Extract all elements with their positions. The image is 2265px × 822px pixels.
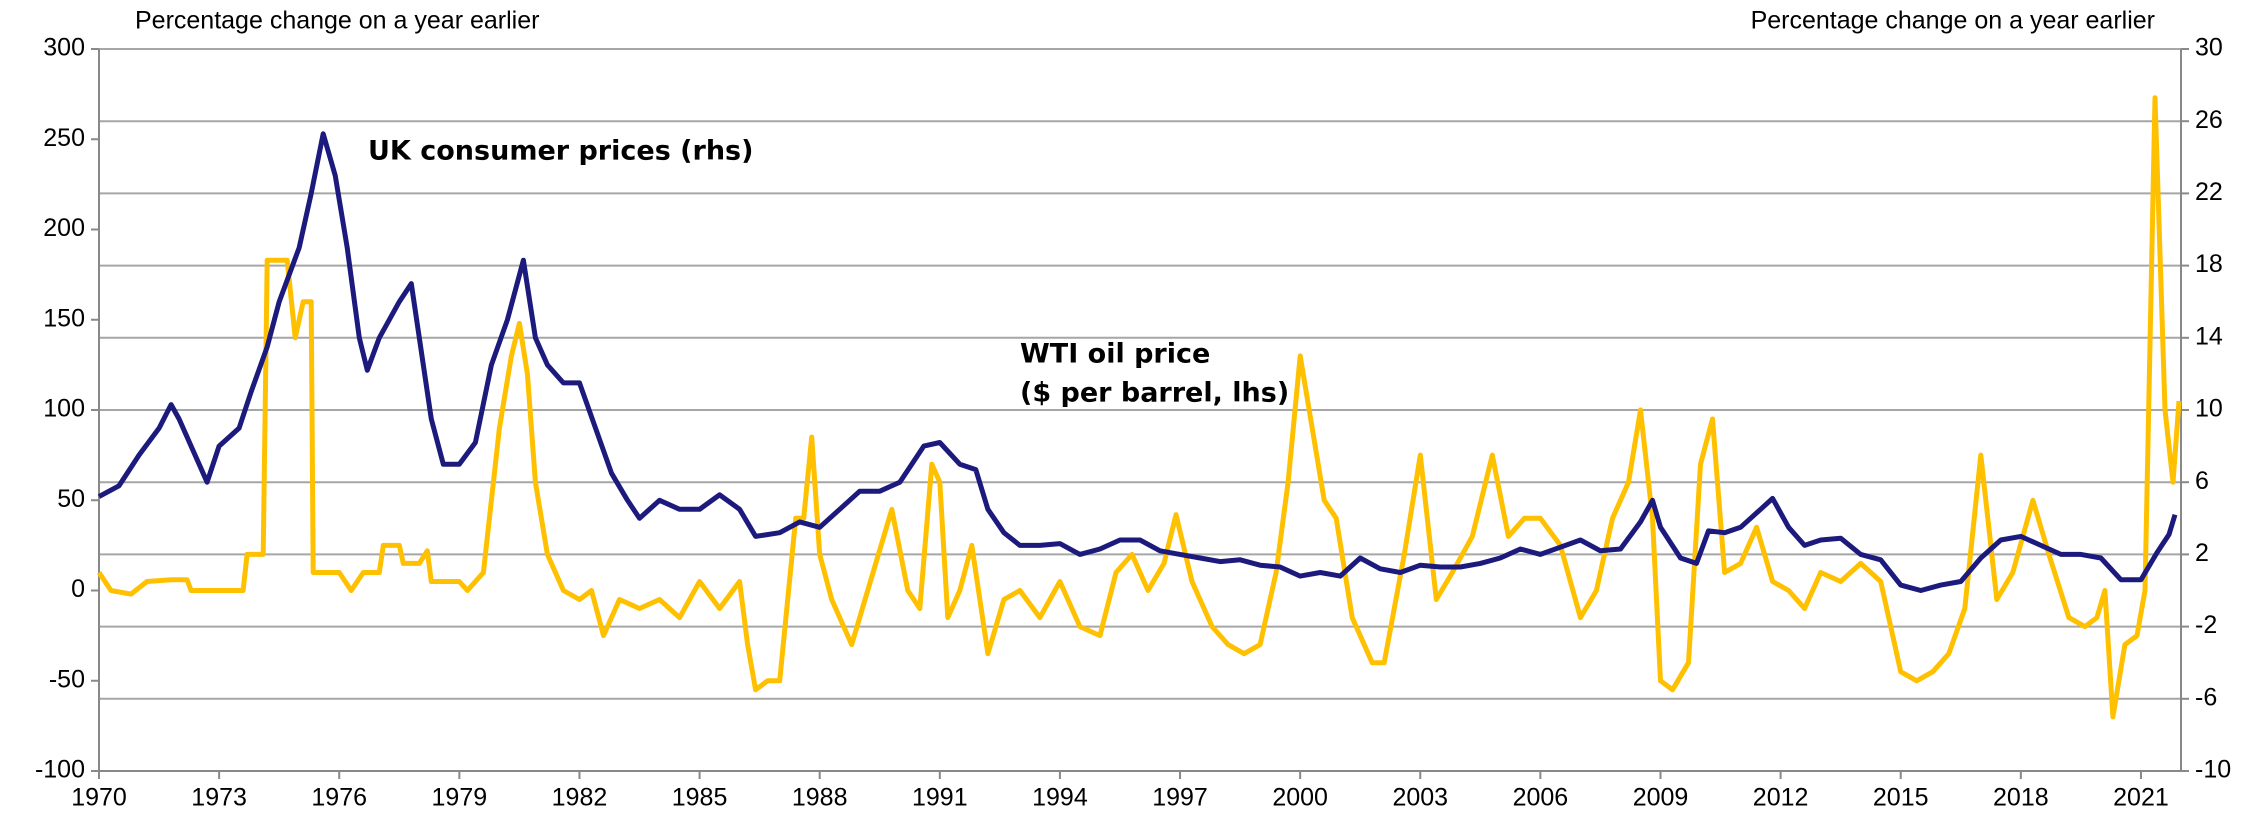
x-tick-label: 1991 [912, 784, 968, 812]
series-label: UK consumer prices (rhs) [368, 136, 753, 167]
y2-tick-label: 30 [2195, 34, 2223, 62]
y2-tick-label: 22 [2195, 178, 2223, 206]
y2-tick-label: 14 [2195, 322, 2223, 350]
y2-tick-label: 18 [2195, 250, 2223, 278]
y-tick-label: -100 [35, 756, 85, 784]
y2-tick-label: -6 [2195, 683, 2217, 711]
y2-tick-label: 26 [2195, 106, 2223, 134]
x-tick-label: 1973 [191, 784, 247, 812]
x-tick-label: 2009 [1633, 784, 1689, 812]
series-label: WTI oil price [1020, 339, 1210, 370]
x-tick-label: 1988 [792, 784, 848, 812]
x-tick-label: 2006 [1513, 784, 1569, 812]
x-tick-label: 1997 [1152, 784, 1208, 812]
y-tick-label: 200 [43, 214, 85, 242]
x-tick-label: 1976 [311, 784, 367, 812]
x-tick-label: 1979 [432, 784, 488, 812]
y-tick-label: 50 [57, 485, 85, 513]
x-tick-label: 2018 [1993, 784, 2049, 812]
series-line [97, 131, 2178, 593]
y-tick-label: 250 [43, 124, 85, 152]
x-tick-label: 2015 [1873, 784, 1929, 812]
y2-tick-label: 6 [2195, 467, 2209, 495]
y-tick-label: -50 [49, 665, 85, 693]
y2-axis-title: Percentage change on a year earlier [1751, 7, 2155, 35]
series-label-note: ($ per barrel, lhs) [1020, 378, 1289, 409]
y-tick-label: 150 [43, 304, 85, 332]
y-axis-title: Percentage change on a year earlier [135, 7, 539, 35]
y-tick-label: 0 [71, 575, 85, 603]
x-tick-label: 2000 [1272, 784, 1328, 812]
x-tick-label: 2003 [1392, 784, 1448, 812]
x-tick-label: 1985 [672, 784, 728, 812]
series-line [96, 95, 2182, 720]
y-tick-label: 300 [43, 34, 85, 62]
x-tick-label: 1982 [552, 784, 608, 812]
x-tick-label: 2021 [2113, 784, 2169, 812]
y-tick-label: 100 [43, 395, 85, 423]
y2-tick-label: -10 [2195, 756, 2231, 784]
y2-tick-label: 2 [2195, 539, 2209, 567]
x-tick-label: 2012 [1753, 784, 1809, 812]
x-tick-label: 1994 [1032, 784, 1088, 812]
y2-tick-label: 10 [2195, 395, 2223, 423]
y2-tick-label: -2 [2195, 611, 2217, 639]
x-tick-label: 1970 [71, 784, 127, 812]
